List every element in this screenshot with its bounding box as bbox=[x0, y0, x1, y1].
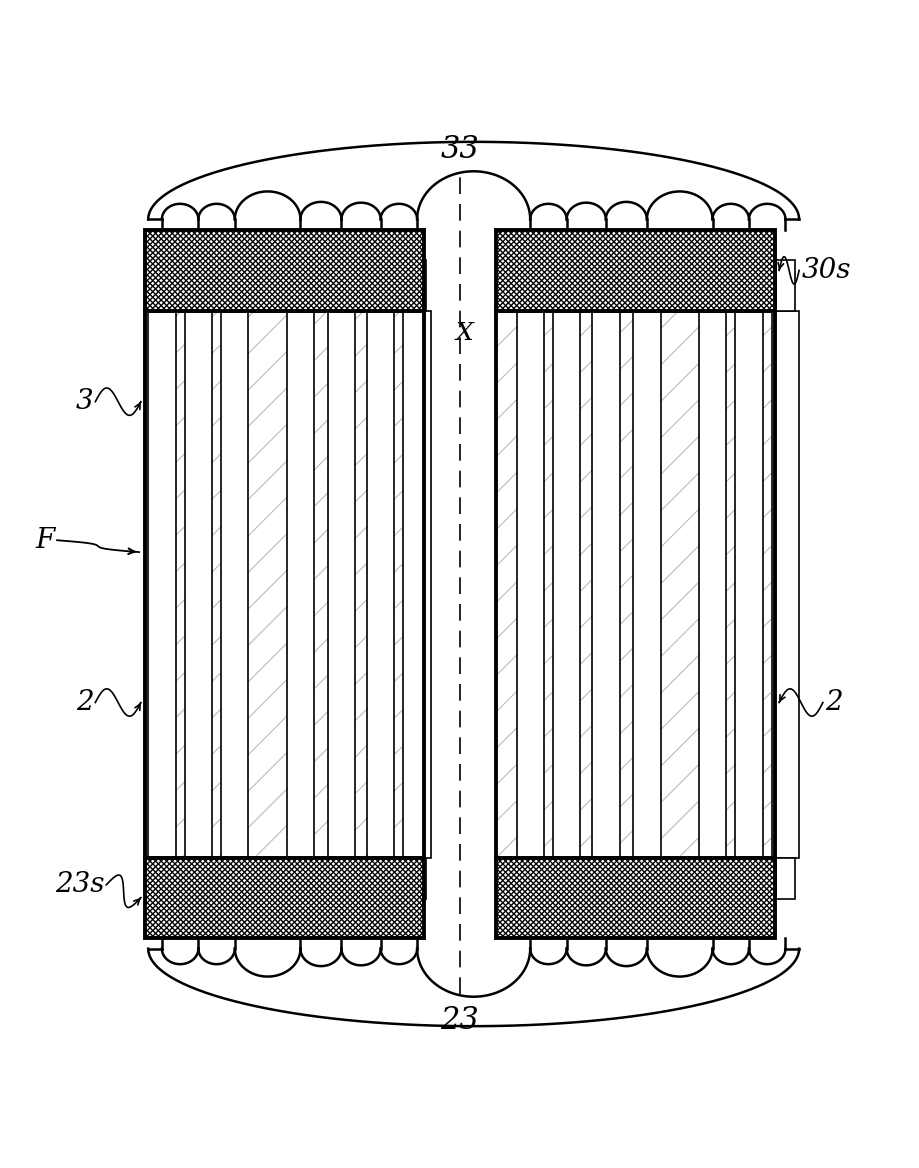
Bar bbox=[496, 230, 774, 311]
Bar bbox=[496, 230, 774, 311]
Bar bbox=[552, 311, 580, 857]
Text: 3: 3 bbox=[75, 388, 94, 415]
Bar bbox=[520, 857, 539, 898]
Bar bbox=[332, 260, 350, 311]
Bar bbox=[145, 230, 423, 311]
Bar bbox=[225, 857, 244, 898]
Bar bbox=[145, 230, 423, 311]
Bar bbox=[145, 857, 423, 938]
Text: 23: 23 bbox=[440, 1006, 479, 1036]
Bar bbox=[776, 260, 794, 311]
Bar bbox=[632, 311, 660, 857]
Bar bbox=[703, 260, 720, 311]
Bar bbox=[291, 857, 309, 898]
Bar bbox=[408, 857, 425, 898]
Bar bbox=[145, 230, 423, 311]
Bar bbox=[327, 311, 355, 857]
Bar bbox=[145, 230, 423, 311]
Bar bbox=[221, 311, 248, 857]
Text: 23s: 23s bbox=[55, 871, 105, 898]
Bar bbox=[496, 311, 774, 857]
Bar bbox=[371, 857, 390, 898]
Bar bbox=[698, 311, 725, 857]
Bar bbox=[776, 857, 794, 898]
Bar bbox=[225, 260, 244, 311]
Bar bbox=[189, 857, 208, 898]
Bar bbox=[637, 260, 655, 311]
Bar bbox=[287, 311, 313, 857]
Bar bbox=[496, 230, 774, 311]
Bar bbox=[185, 311, 211, 857]
Bar bbox=[496, 857, 774, 938]
Bar bbox=[596, 857, 614, 898]
Bar bbox=[739, 857, 757, 898]
Bar bbox=[637, 857, 655, 898]
Bar bbox=[367, 311, 394, 857]
Text: F: F bbox=[35, 527, 54, 554]
Text: X: X bbox=[455, 322, 473, 345]
Bar bbox=[592, 311, 618, 857]
Bar bbox=[153, 260, 171, 311]
Text: 2: 2 bbox=[75, 689, 94, 716]
Bar bbox=[145, 857, 423, 938]
Bar bbox=[557, 857, 575, 898]
Bar bbox=[145, 311, 423, 857]
Bar bbox=[516, 311, 543, 857]
Bar bbox=[596, 260, 614, 311]
Bar bbox=[371, 260, 390, 311]
Bar bbox=[153, 857, 171, 898]
Bar bbox=[520, 260, 539, 311]
Bar bbox=[703, 857, 720, 898]
Bar bbox=[403, 311, 430, 857]
Text: 2: 2 bbox=[823, 689, 842, 716]
Bar bbox=[739, 260, 757, 311]
Bar bbox=[189, 260, 208, 311]
Bar bbox=[291, 260, 309, 311]
Bar bbox=[332, 857, 350, 898]
Text: 30s: 30s bbox=[801, 257, 850, 284]
Bar bbox=[496, 230, 774, 311]
Bar bbox=[145, 857, 423, 938]
Bar bbox=[496, 857, 774, 938]
Bar bbox=[408, 260, 425, 311]
Bar bbox=[734, 311, 762, 857]
Text: 33: 33 bbox=[440, 133, 479, 165]
Bar bbox=[496, 857, 774, 938]
Bar bbox=[148, 311, 176, 857]
Bar bbox=[557, 260, 575, 311]
Bar bbox=[496, 857, 774, 938]
Bar bbox=[771, 311, 799, 857]
Bar bbox=[145, 857, 423, 938]
